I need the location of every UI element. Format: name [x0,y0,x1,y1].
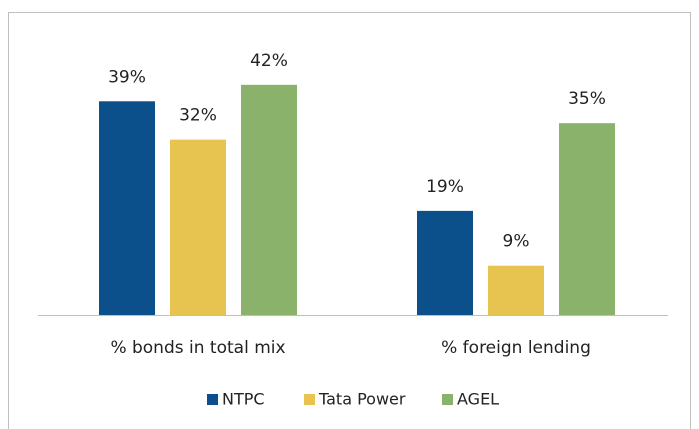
legend-label: AGEL [457,390,499,409]
data-label: 19% [426,177,464,197]
legend-label: NTPC [222,390,265,409]
bar [559,123,615,315]
data-label: 32% [179,106,217,126]
bar [241,84,297,315]
chart-frame [8,12,691,429]
bar [170,139,226,315]
data-label: 39% [108,67,146,87]
data-label: 35% [568,89,606,109]
legend-swatch [304,394,315,405]
bar [488,265,544,315]
x-tick-label: % bonds in total mix [110,338,285,358]
legend-label: Tata Power [318,390,406,409]
data-label: 9% [503,232,530,252]
x-tick-label: % foreign lending [441,338,591,358]
bar [99,101,155,315]
data-label: 42% [250,51,288,71]
legend-swatch [442,394,453,405]
legend-swatch [207,394,218,405]
bar [417,210,473,315]
